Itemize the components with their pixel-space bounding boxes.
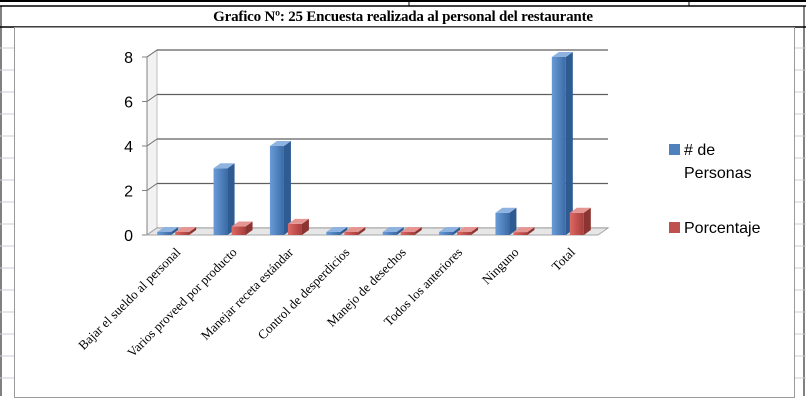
- y-tick-label: 6: [124, 95, 133, 112]
- y-tick-label: 8: [124, 50, 133, 67]
- legend-item: Porcentaje: [669, 220, 761, 237]
- legend-label: # de: [684, 142, 715, 159]
- bar: [513, 227, 535, 235]
- bar: [269, 141, 291, 235]
- legend-label-line2: Personas: [684, 165, 752, 182]
- legend-swatch: [669, 144, 680, 155]
- gridline-depth: [146, 183, 158, 191]
- chart-area[interactable]: [14, 27, 795, 398]
- bar: [231, 221, 253, 235]
- bar: [495, 207, 517, 235]
- bar: [569, 207, 591, 235]
- gridline-depth: [146, 49, 158, 58]
- bar: [157, 227, 179, 235]
- bar: [213, 163, 235, 235]
- bar: [326, 227, 348, 235]
- bar: [400, 227, 422, 235]
- bar: [382, 227, 404, 235]
- x-tick-label: Manejar receta estándar: [198, 244, 297, 343]
- gridline-depth: [146, 138, 158, 147]
- x-tick-label: Ninguno: [479, 245, 522, 288]
- x-tick-label: Control de desperdicios: [255, 245, 353, 343]
- y-tick-label: 4: [124, 139, 133, 156]
- y-tick-label: 0: [124, 228, 133, 245]
- legend-label: Porcentaje: [684, 220, 761, 237]
- x-tick-label: Total: [549, 244, 579, 274]
- x-tick-label: Varios proveed por producto: [124, 245, 240, 361]
- x-tick-label: Bajar el sueldo al personal: [75, 244, 183, 352]
- bar: [551, 52, 573, 235]
- y-tick-label: 2: [124, 184, 133, 201]
- chart-title: Grafico Nº: 25 Encuesta realizada al per…: [213, 9, 593, 25]
- bar: [344, 227, 366, 235]
- bar: [457, 227, 479, 235]
- legend-item: # de Personas: [669, 142, 752, 182]
- gridline-depth: [146, 94, 158, 102]
- bar: [175, 227, 197, 235]
- legend-swatch: [669, 222, 680, 233]
- bar: [439, 227, 461, 235]
- bar: [287, 218, 309, 235]
